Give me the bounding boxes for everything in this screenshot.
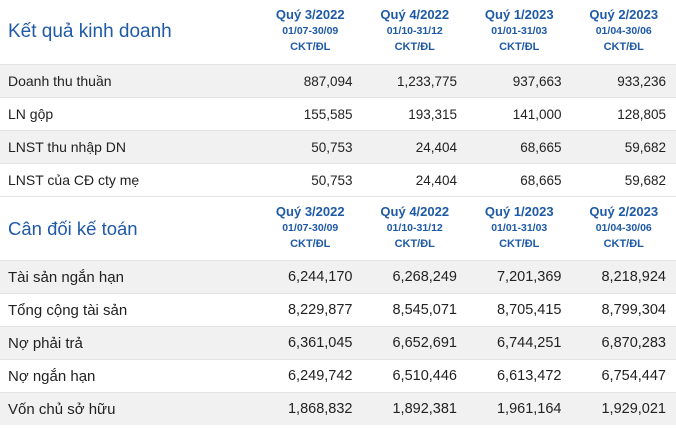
row-value: 24,404 (415, 139, 457, 155)
row-value: 50,753 (311, 139, 353, 155)
row-value: 50,753 (311, 172, 353, 188)
column-dates: 01/07-30/09 (282, 25, 339, 37)
business-results-section: Kết quả kinh doanh Quý 3/2022 01/07-30/0… (0, 0, 676, 196)
column-note: CKT/ĐL (603, 238, 644, 250)
row-value: 6,744,251 (496, 335, 562, 351)
row-value: 933,236 (617, 73, 666, 89)
column-quarter[interactable]: Quý 4/2022 (380, 204, 450, 219)
row-value: 8,545,071 (392, 302, 457, 318)
column-dates: 01/04-30/06 (595, 222, 652, 234)
row-value: 6,244,170 (287, 269, 353, 285)
row-value: 887,094 (303, 73, 353, 89)
row-value: 937,663 (512, 73, 562, 89)
table-row: LNST thu nhập DN 50,753 24,404 68,665 59… (0, 130, 676, 163)
row-value: 6,510,446 (392, 368, 457, 384)
row-value: 1,868,832 (287, 401, 353, 417)
row-value: 1,961,164 (496, 401, 562, 417)
row-label[interactable]: LNST thu nhập DN (8, 139, 127, 155)
table-row: Vốn chủ sở hữu 1,868,832 1,892,381 1,961… (0, 392, 676, 425)
column-quarter[interactable]: Quý 1/2023 (484, 204, 554, 219)
row-value: 193,315 (408, 106, 457, 122)
column-quarter[interactable]: Quý 2/2023 (589, 7, 659, 22)
column-dates: 01/01-31/03 (491, 25, 548, 37)
column-note: CKT/ĐL (290, 41, 331, 53)
row-value: 24,404 (415, 172, 457, 188)
table-row: Nợ ngắn hạn 6,249,742 6,510,446 6,613,47… (0, 359, 676, 392)
row-value: 7,201,369 (496, 269, 562, 285)
row-value: 6,613,472 (496, 368, 562, 384)
row-label[interactable]: Vốn chủ sở hữu (8, 400, 116, 418)
row-value: 155,585 (303, 106, 353, 122)
table-row: Tài sản ngắn hạn 6,244,170 6,268,249 7,2… (0, 260, 676, 293)
column-header-2: Quý 4/2022 01/10-31/12 CKT/ĐL (363, 197, 468, 260)
row-value: 141,000 (512, 106, 562, 122)
row-value: 6,361,045 (287, 335, 353, 351)
balance-sheet-section: Cân đối kế toán Quý 3/2022 01/07-30/09 C… (0, 196, 676, 425)
row-value: 8,229,877 (287, 302, 353, 318)
row-value: 59,682 (624, 172, 666, 188)
row-value: 6,754,447 (601, 368, 666, 384)
row-value: 59,682 (624, 139, 666, 155)
column-note: CKT/ĐL (394, 238, 435, 250)
balance-sheet-header: Cân đối kế toán Quý 3/2022 01/07-30/09 C… (0, 196, 676, 260)
column-note: CKT/ĐL (499, 41, 540, 53)
column-dates: 01/10-31/12 (386, 25, 443, 37)
column-quarter[interactable]: Quý 1/2023 (484, 7, 554, 22)
column-quarter[interactable]: Quý 4/2022 (380, 7, 450, 22)
column-quarter[interactable]: Quý 3/2022 (275, 204, 345, 219)
column-dates: 01/10-31/12 (386, 222, 443, 234)
column-note: CKT/ĐL (499, 238, 540, 250)
row-value: 8,799,304 (601, 302, 666, 318)
row-value: 1,233,775 (396, 73, 457, 89)
row-value: 8,218,924 (601, 269, 666, 285)
column-header-4: Quý 2/2023 01/04-30/06 CKT/ĐL (572, 0, 676, 64)
row-label[interactable]: Tổng cộng tài sản (8, 301, 128, 319)
column-note: CKT/ĐL (290, 238, 331, 250)
row-value: 8,705,415 (496, 302, 562, 318)
balance-sheet-title: Cân đối kế toán (8, 217, 138, 239)
row-value: 1,929,021 (601, 401, 666, 417)
row-value: 6,870,283 (601, 335, 666, 351)
table-row: Nợ phải trả 6,361,045 6,652,691 6,744,25… (0, 326, 676, 359)
table-row: Doanh thu thuần 887,094 1,233,775 937,66… (0, 64, 676, 97)
column-dates: 01/07-30/09 (282, 222, 339, 234)
business-results-header: Kết quả kinh doanh Quý 3/2022 01/07-30/0… (0, 0, 676, 64)
column-dates: 01/01-31/03 (491, 222, 548, 234)
column-header-1: Quý 3/2022 01/07-30/09 CKT/ĐL (258, 0, 363, 64)
column-header-3: Quý 1/2023 01/01-31/03 CKT/ĐL (467, 0, 572, 64)
column-dates: 01/04-30/06 (595, 25, 652, 37)
row-value: 6,249,742 (287, 368, 353, 384)
table-row: LNST của CĐ cty mẹ 50,753 24,404 68,665 … (0, 163, 676, 196)
row-value: 6,652,691 (392, 335, 457, 351)
row-value: 68,665 (520, 139, 562, 155)
business-results-title: Kết quả kinh doanh (8, 21, 172, 42)
column-note: CKT/ĐL (603, 41, 644, 53)
table-row: LN gộp 155,585 193,315 141,000 128,805 (0, 97, 676, 130)
column-note: CKT/ĐL (394, 41, 435, 53)
row-label[interactable]: LN gộp (8, 106, 54, 122)
row-label[interactable]: LNST của CĐ cty mẹ (8, 172, 140, 188)
row-value: 1,892,381 (392, 401, 457, 417)
row-value: 128,805 (617, 106, 666, 122)
row-value: 68,665 (520, 172, 562, 188)
column-header-2: Quý 4/2022 01/10-31/12 CKT/ĐL (363, 0, 468, 64)
row-label[interactable]: Nợ ngắn hạn (8, 367, 96, 385)
row-label[interactable]: Doanh thu thuần (8, 73, 112, 89)
column-header-4: Quý 2/2023 01/04-30/06 CKT/ĐL (572, 197, 676, 260)
column-header-3: Quý 1/2023 01/01-31/03 CKT/ĐL (467, 197, 572, 260)
column-header-1: Quý 3/2022 01/07-30/09 CKT/ĐL (258, 197, 363, 260)
row-value: 6,268,249 (392, 269, 457, 285)
column-quarter[interactable]: Quý 3/2022 (275, 7, 345, 22)
table-row: Tổng cộng tài sản 8,229,877 8,545,071 8,… (0, 293, 676, 326)
row-label[interactable]: Nợ phải trả (8, 334, 83, 352)
row-label[interactable]: Tài sản ngắn hạn (8, 268, 124, 286)
column-quarter[interactable]: Quý 2/2023 (589, 204, 659, 219)
